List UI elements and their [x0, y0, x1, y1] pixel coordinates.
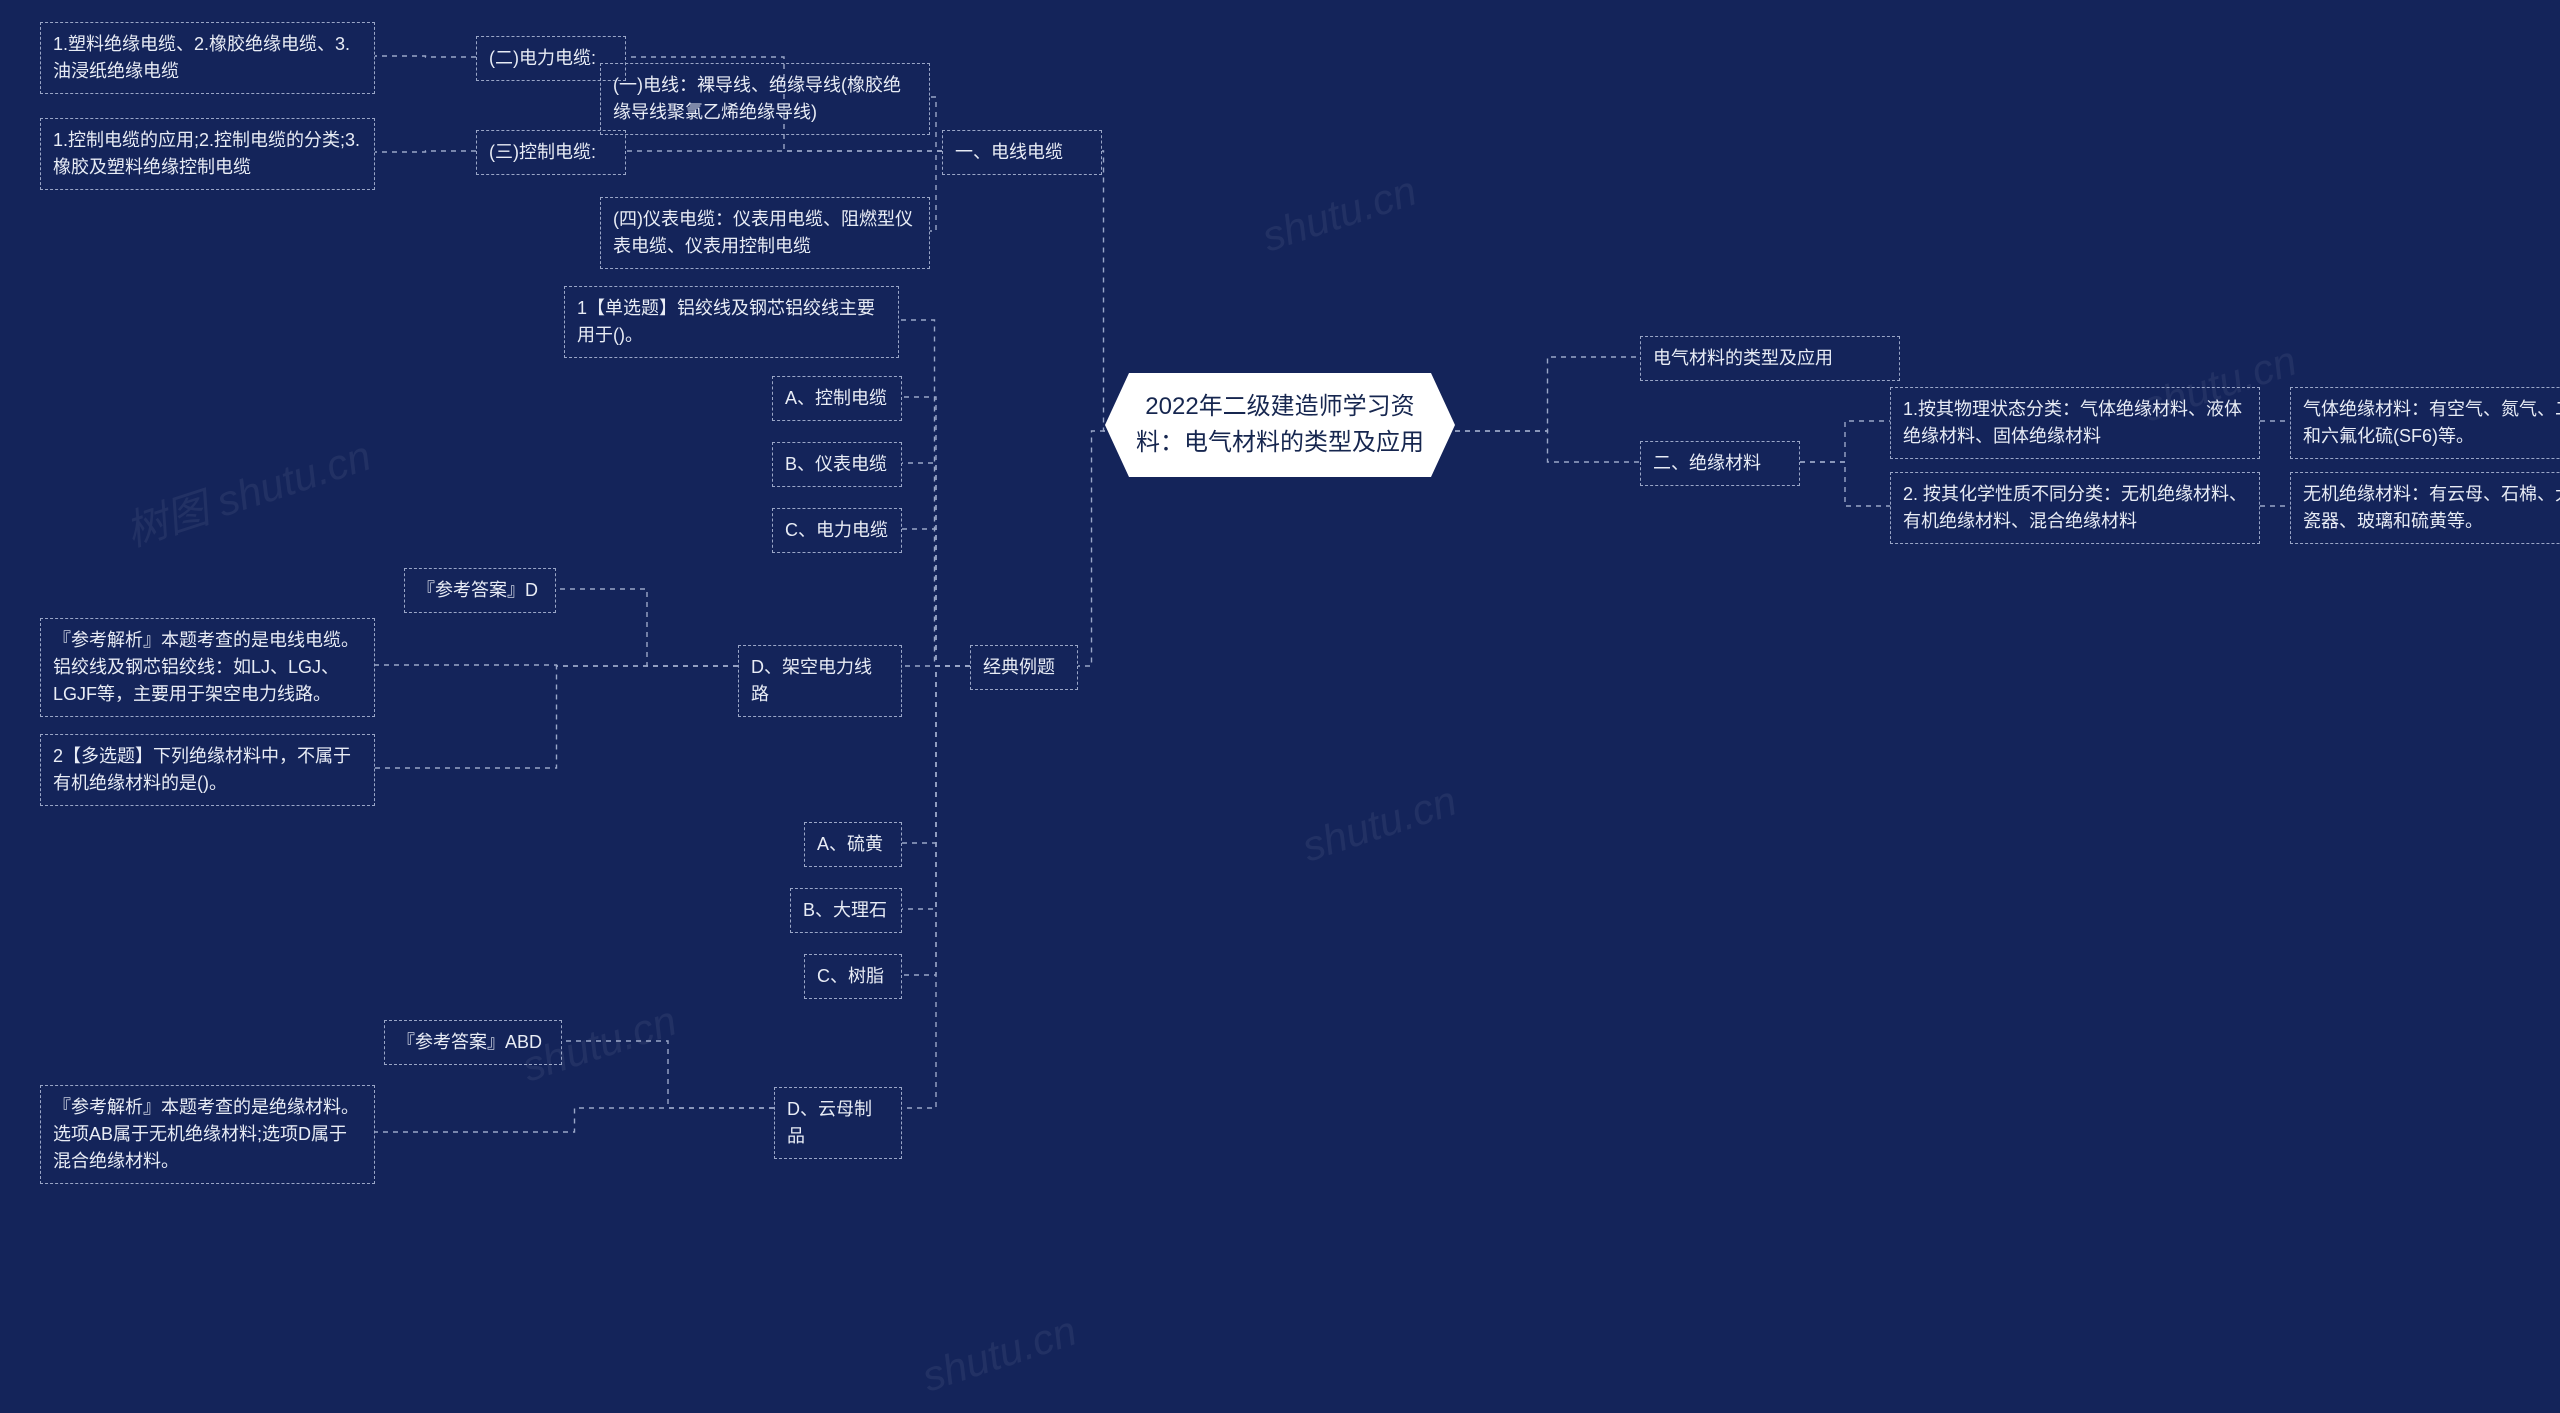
watermark: shutu.cn	[916, 1307, 1082, 1402]
edge	[375, 56, 476, 57]
edge	[902, 529, 970, 666]
mindmap-node: 一、电线电缆	[942, 130, 1102, 175]
mindmap-node: 『参考答案』ABD	[384, 1020, 562, 1065]
mindmap-node: 2【多选题】下列绝缘材料中，不属于有机绝缘材料的是()。	[40, 734, 375, 806]
edge	[930, 97, 942, 151]
mindmap-node: A、硫黄	[804, 822, 902, 867]
mindmap-node: 二、绝缘材料	[1640, 441, 1800, 486]
edge-layer	[0, 0, 2560, 1413]
watermark: shutu.cn	[1256, 167, 1422, 262]
edge	[1800, 421, 1890, 462]
watermark: shutu.cn	[1296, 777, 1462, 872]
mindmap-node: B、大理石	[790, 888, 902, 933]
mindmap-node: 无机绝缘材料：有云母、石棉、大理石、瓷器、玻璃和硫黄等。	[2290, 472, 2560, 544]
edge	[562, 1041, 774, 1108]
edge	[902, 666, 970, 975]
mindmap-node: A、控制电缆	[772, 376, 902, 421]
edge	[556, 589, 738, 666]
mindmap-node: C、电力电缆	[772, 508, 902, 553]
edge	[375, 666, 738, 768]
mindmap-node: 1.按其物理状态分类：气体绝缘材料、液体绝缘材料、固体绝缘材料	[1890, 387, 2260, 459]
mindmap-node: 『参考解析』本题考查的是电线电缆。铝绞线及钢芯铝绞线：如LJ、LGJ、LGJF等…	[40, 618, 375, 717]
mindmap-node: 电气材料的类型及应用	[1640, 336, 1900, 381]
watermark: 树图 shutu.cn	[117, 422, 378, 559]
edge	[375, 665, 738, 666]
edge	[1455, 431, 1640, 462]
mindmap-node: (一)电线：裸导线、绝缘导线(橡胶绝缘导线聚氯乙烯绝缘导线)	[600, 63, 930, 135]
edge	[899, 320, 970, 666]
mindmap-node: 『参考解析』本题考查的是绝缘材料。选项AB属于无机绝缘材料;选项D属于混合绝缘材…	[40, 1085, 375, 1184]
mindmap-node: 2. 按其化学性质不同分类：无机绝缘材料、有机绝缘材料、混合绝缘材料	[1890, 472, 2260, 544]
root-node: 2022年二级建造师学习资料：电气材料的类型及应用	[1105, 373, 1455, 477]
edge	[1078, 431, 1105, 666]
edge	[930, 151, 942, 231]
edge	[1800, 462, 1890, 506]
mindmap-node: B、仪表电缆	[772, 442, 902, 487]
edge	[375, 151, 476, 152]
edge	[1455, 357, 1640, 431]
edge	[1102, 151, 1105, 431]
edge	[375, 1108, 774, 1132]
mindmap-node: 1.控制电缆的应用;2.控制电缆的分类;3.橡胶及塑料绝缘控制电缆	[40, 118, 375, 190]
mindmap-node: 经典例题	[970, 645, 1078, 690]
edge	[902, 397, 970, 666]
edge	[902, 463, 970, 666]
edge	[902, 666, 970, 843]
mindmap-node: 『参考答案』D	[404, 568, 556, 613]
mindmap-node: 1【单选题】铝绞线及钢芯铝绞线主要用于()。	[564, 286, 899, 358]
mindmap-node: D、云母制品	[774, 1087, 902, 1159]
mindmap-node: 1.塑料绝缘电缆、2.橡胶绝缘电缆、3.油浸纸绝缘电缆	[40, 22, 375, 94]
mindmap-node: D、架空电力线路	[738, 645, 902, 717]
mindmap-node: (二)电力电缆:	[476, 36, 626, 81]
edge	[902, 666, 970, 1108]
mindmap-node: C、树脂	[804, 954, 902, 999]
mindmap-node: (四)仪表电缆：仪表用电缆、阻燃型仪表电缆、仪表用控制电缆	[600, 197, 930, 269]
mindmap-node: (三)控制电缆:	[476, 130, 626, 175]
mindmap-node: 气体绝缘材料：有空气、氮气、二氧化硫和六氟化硫(SF6)等。	[2290, 387, 2560, 459]
edge	[902, 666, 970, 909]
